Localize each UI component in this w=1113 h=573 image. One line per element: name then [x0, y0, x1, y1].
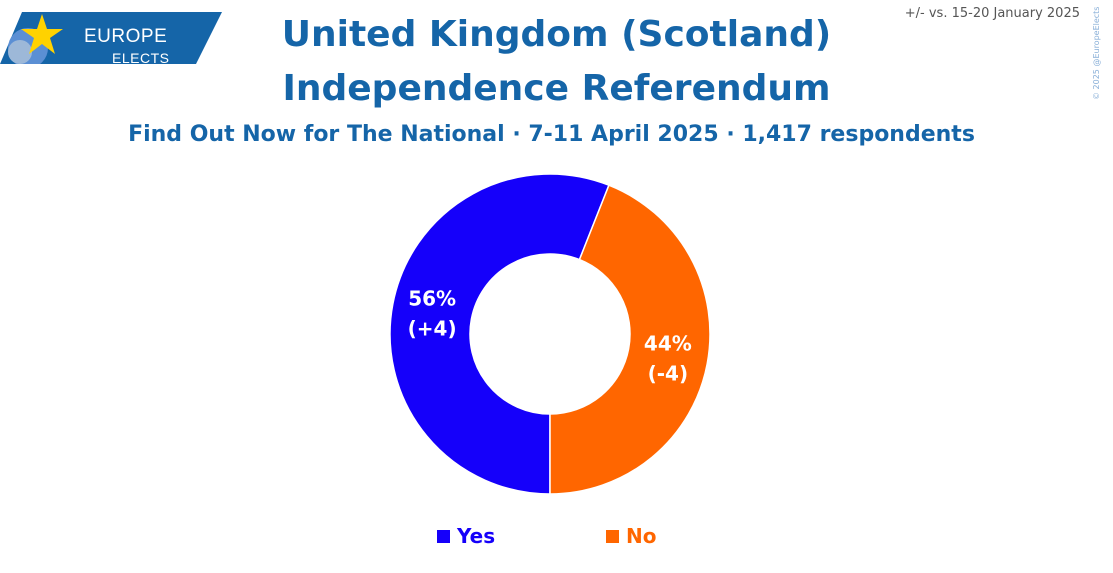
- chart-title-line1: United Kingdom (Scotland): [281, 14, 832, 55]
- legend-label-no: No: [626, 524, 657, 548]
- legend-item-yes: Yes: [437, 524, 495, 548]
- legend-swatch-no: [606, 529, 619, 543]
- donut-slice-yes: [389, 173, 610, 495]
- data-label-value-no: 44%: [644, 331, 692, 355]
- chart-legend: Yes No: [0, 524, 1113, 550]
- comparison-note: +/- vs. 15-20 January 2025: [904, 6, 1080, 21]
- donut-chart: 56% (+4) 44% (-4): [389, 173, 711, 495]
- logo-text-europe: EUROPE: [84, 26, 168, 47]
- logo-text-elects: ELECTS: [112, 50, 170, 66]
- data-label-change-yes: (+4): [408, 317, 457, 341]
- donut-slice-no: [549, 184, 711, 495]
- europe-elects-logo: EUROPE ELECTS: [0, 12, 222, 68]
- chart-title-line2: Independence Referendum: [282, 68, 831, 109]
- chart-subtitle: Find Out Now for The National · 7-11 Apr…: [128, 122, 975, 147]
- copyright-text: © 2025 @EuropeElects: [1092, 6, 1101, 100]
- copyright-watermark: © 2025 @EuropeElects: [1092, 7, 1112, 110]
- legend-swatch-yes: [437, 529, 450, 543]
- data-label-value-yes: 56%: [408, 287, 456, 311]
- logo-banner-icon: [0, 12, 222, 68]
- data-label-change-no: (-4): [648, 361, 689, 385]
- legend-item-no: No: [606, 524, 656, 548]
- legend-label-yes: Yes: [457, 524, 496, 548]
